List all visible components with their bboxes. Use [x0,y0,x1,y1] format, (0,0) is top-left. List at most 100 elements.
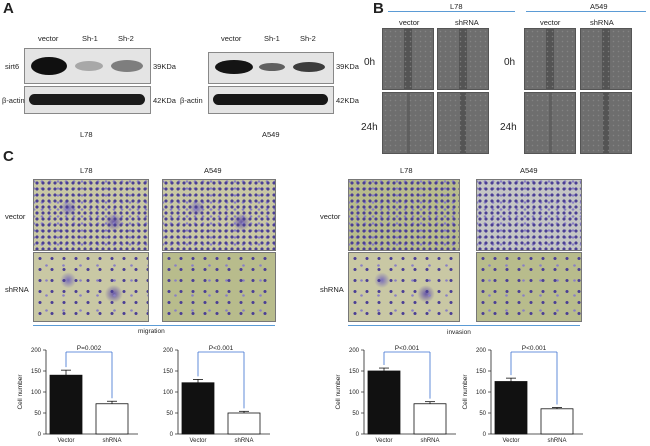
cell-texture [383,93,433,153]
cell-texture [525,29,575,89]
invasion-micrograph [476,179,582,251]
cell-line-label: A549 [590,2,608,11]
y-tick-label: 50 [34,411,41,417]
y-tick-label: 200 [349,348,360,354]
band [215,60,253,74]
y-tick-label: 200 [163,348,174,354]
mw-label: 39KDa [153,62,176,71]
migration-micrograph [162,179,276,251]
p-value-label: P<0.001 [395,345,420,352]
invasion-micrograph [348,179,460,251]
band [259,63,285,71]
cell-texture [163,180,275,250]
group-line [348,325,580,326]
time-label: 0h [504,57,516,68]
y-tick-label: 100 [349,390,360,396]
scratch-image [524,28,576,90]
cell-texture [581,29,631,89]
cell-texture [438,93,488,153]
panel-letter-c: C [3,148,14,165]
mw-label: 42KDa [153,96,176,105]
cell-line-label: L78 [80,166,93,175]
band [31,57,67,75]
bar [227,412,261,435]
lane-label: vector [221,34,242,43]
y-axis-label: Cell number [462,374,469,410]
y-axis-label: Cell number [17,374,24,410]
y-tick-label: 100 [476,390,487,396]
cell-line-label: L78 [450,2,463,11]
scratch-image [382,28,434,90]
row-label: shRNA [5,285,29,294]
y-tick-label: 150 [31,369,42,375]
cell-texture [383,29,433,89]
x-tick-label: shRNA [234,438,253,444]
y-tick-label: 150 [349,369,360,375]
row-label: β-actin [2,96,25,105]
scratch-image [437,92,489,154]
band [293,62,325,72]
panel-letter-b: B [373,0,384,17]
cell-line-label: A549 [262,130,280,139]
lane-label: Sh-2 [300,34,316,43]
row-label: vector [320,212,341,221]
lane-label: Sh-1 [264,34,280,43]
migration-micrograph [33,179,149,251]
lane-label: Sh-1 [82,34,98,43]
scratch-image [524,92,576,154]
y-tick-label: 200 [31,348,42,354]
x-tick-label: Vector [57,438,74,444]
x-tick-label: shRNA [420,438,439,444]
bar [95,403,129,435]
band [29,94,145,105]
y-tick-label: 50 [352,411,359,417]
cell-texture [525,93,575,153]
scratch-image [580,28,632,90]
y-tick-label: 100 [163,390,174,396]
p-value-label: P=0.002 [77,345,102,352]
band [75,61,103,71]
column-label: vector [540,18,561,27]
band [111,60,143,72]
bar [181,382,215,435]
y-axis-label: Cell number [335,374,342,410]
blot-strip-actin [24,86,151,114]
cell-texture [438,29,488,89]
mw-label: 42KDa [336,96,359,105]
bar-charts: 0 50 100 150 200 Cell number Vector shRNA P=0.00… [17,345,583,444]
x-tick-label: Vector [375,438,392,444]
bar [540,408,574,435]
group-line [33,325,275,326]
mw-label: 39KDa [336,62,359,71]
time-label: 24h [361,122,378,133]
cell-texture [163,253,275,321]
migration-micrograph [33,252,149,322]
blot-strip-actin [208,86,334,114]
bar [413,403,447,435]
cell-texture [34,180,148,250]
cell-texture [349,253,459,321]
cell-texture [34,253,148,321]
lane-label: vector [38,34,59,43]
band [213,94,328,105]
y-tick-label: 100 [31,390,42,396]
group-line [526,11,646,12]
row-label: sirt6 [5,62,20,71]
y-tick-label: 0 [356,432,360,438]
cell-line-label: A549 [520,166,538,175]
cell-line-label: L78 [400,166,413,175]
invasion-micrograph [476,252,582,322]
row-label: vector [5,212,26,221]
bar [494,381,528,435]
group-line [388,11,515,12]
bar [367,370,401,435]
bar [49,374,83,435]
cell-texture [581,93,631,153]
scratch-image [580,92,632,154]
cell-texture [349,180,459,250]
assay-label: migration [138,328,165,335]
y-tick-label: 150 [163,369,174,375]
row-label: shRNA [320,285,344,294]
p-value-label: P<0.001 [209,345,234,352]
y-tick-label: 150 [476,369,487,375]
